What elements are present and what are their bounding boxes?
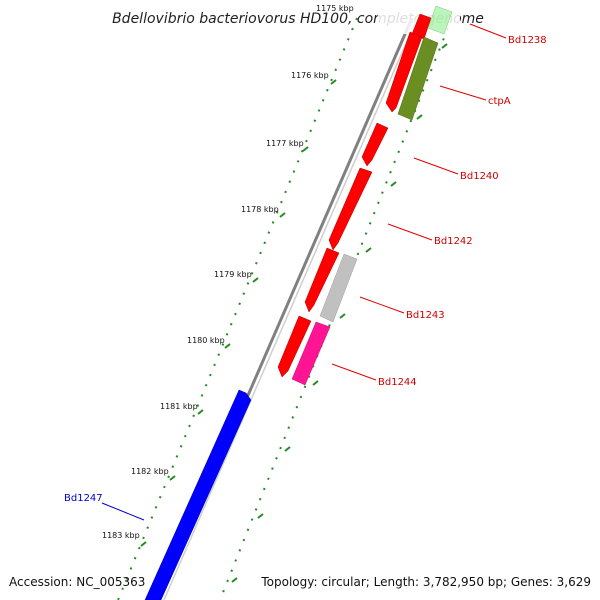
tick-mark — [169, 475, 176, 481]
tick-mark — [140, 541, 147, 547]
cds-light-green[interactable] — [427, 5, 453, 35]
tick-label: 1183 kbp — [102, 531, 140, 540]
tick-label: 1175 kbp — [316, 4, 354, 13]
tick-mark — [279, 212, 286, 218]
tick-label: 1182 kbp — [131, 467, 169, 476]
reverse-strand-features — [291, 5, 453, 386]
cds-bd1243-neighbor[interactable] — [304, 247, 340, 313]
kbp-ticks — [140, 79, 337, 547]
outer-tick-ring — [117, 17, 358, 600]
forward-strand-features — [277, 13, 432, 378]
gene-label-bd1240[interactable]: Bd1240 — [460, 171, 499, 182]
gene-label-bd1238[interactable]: Bd1238 — [508, 35, 547, 46]
tick-label: 1180 kbp — [187, 336, 225, 345]
topology-text: Topology: circular; Length: 3,782,950 bp… — [260, 575, 591, 589]
cds-bd1247[interactable] — [144, 389, 252, 600]
gene-label-bd1244[interactable]: Bd1244 — [378, 377, 417, 388]
cds-bd1243[interactable] — [319, 253, 358, 323]
tick-mark — [197, 409, 204, 415]
gene-label-bd1242[interactable]: Bd1242 — [434, 236, 473, 247]
gene-label-bd1243[interactable]: Bd1243 — [406, 310, 445, 321]
tick-label: 1179 kbp — [214, 270, 252, 279]
gene-label-ctpA[interactable]: ctpA — [488, 96, 511, 107]
cds-bd1244[interactable] — [291, 321, 331, 386]
gene-leaders — [101, 23, 507, 521]
tick-mark — [330, 79, 337, 85]
cds-ctpA[interactable] — [397, 36, 439, 121]
tick-label: 1181 kbp — [160, 402, 198, 411]
tick-label: 1176 kbp — [291, 71, 329, 80]
tick-mark — [302, 146, 309, 152]
tick-labels: 1175 kbp 1176 kbp 1177 kbp 1178 kbp 1179… — [102, 4, 354, 540]
inner-ring-dashes — [231, 43, 448, 583]
cds-bd1244-neighbor[interactable] — [277, 315, 312, 378]
cds-ctpA-neighbor[interactable] — [385, 31, 423, 113]
gene-label-bd1247[interactable]: Bd1247 — [64, 493, 103, 504]
tick-mark — [224, 343, 231, 349]
tick-mark — [252, 277, 259, 283]
gene-labels: Bd1238 ctpA Bd1240 Bd1242 Bd1243 Bd1244 … — [64, 35, 547, 504]
tick-label: 1178 kbp — [241, 205, 279, 214]
accession-text: Accession: NC_005363 — [9, 575, 145, 589]
tick-label: 1177 kbp — [266, 139, 304, 148]
genome-backbone-highlight — [163, 17, 418, 600]
cds-bd1240[interactable] — [361, 122, 389, 167]
cds-bd1242[interactable] — [328, 167, 373, 251]
